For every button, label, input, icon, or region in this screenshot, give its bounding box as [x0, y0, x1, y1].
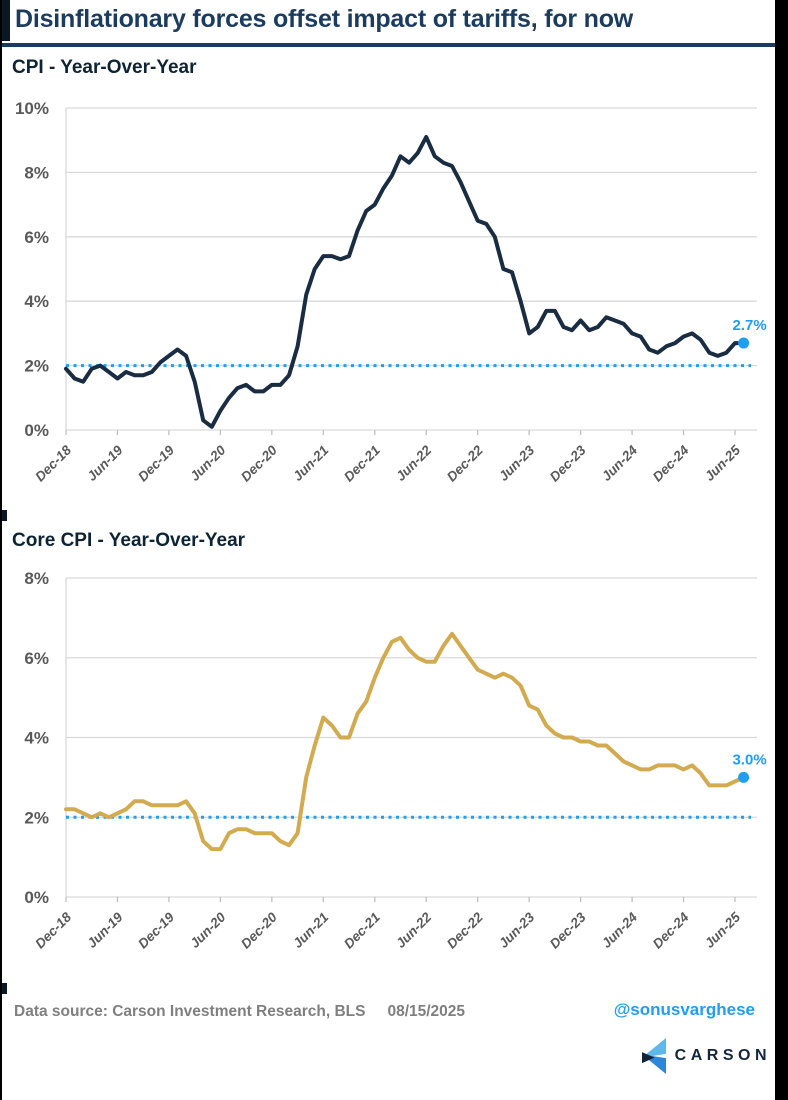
svg-text:Jun-19: Jun-19	[84, 909, 126, 951]
svg-text:Dec-19: Dec-19	[135, 442, 177, 484]
svg-text:2%: 2%	[24, 357, 49, 376]
svg-text:Dec-20: Dec-20	[238, 442, 280, 484]
svg-text:Jun-22: Jun-22	[393, 909, 435, 951]
svg-text:Jun-20: Jun-20	[187, 442, 229, 484]
as-of-date: 08/15/2025	[387, 1003, 466, 1020]
svg-text:Dec-19: Dec-19	[135, 909, 177, 951]
svg-text:Dec-24: Dec-24	[650, 442, 692, 484]
carson-logo-icon	[641, 1038, 666, 1074]
svg-text:Dec-24: Dec-24	[650, 909, 692, 951]
svg-text:Jun-21: Jun-21	[290, 910, 331, 951]
svg-text:Dec-23: Dec-23	[547, 442, 589, 484]
svg-text:Jun-22: Jun-22	[393, 442, 435, 484]
core-cpi-yoy-line-chart: 0% 2% 4% 6% 8% Dec-18 Jun-19 Dec-19 Jun-20 Dec-20…	[24, 569, 766, 952]
svg-text:6%: 6%	[24, 649, 49, 668]
svg-text:2.7%: 2.7%	[732, 317, 766, 334]
title-accent-bar	[0, 0, 10, 41]
chart-title-core-cpi: Core CPI - Year-Over-Year	[12, 530, 246, 551]
svg-text:8%: 8%	[24, 569, 49, 588]
svg-text:Jun-23: Jun-23	[496, 909, 538, 951]
svg-text:Jun-25: Jun-25	[702, 442, 744, 484]
svg-text:2%: 2%	[24, 808, 49, 827]
svg-text:6%: 6%	[24, 228, 49, 247]
svg-text:Jun-24: Jun-24	[599, 909, 641, 951]
svg-text:Dec-21: Dec-21	[341, 443, 383, 485]
svg-text:Dec-23: Dec-23	[547, 909, 589, 951]
svg-text:Dec-22: Dec-22	[444, 442, 486, 484]
right-border	[775, 0, 788, 1100]
border-segment	[0, 983, 7, 994]
svg-text:Jun-23: Jun-23	[496, 442, 538, 484]
svg-text:Dec-20: Dec-20	[238, 909, 280, 951]
svg-text:4%: 4%	[24, 292, 49, 311]
svg-text:0%: 0%	[24, 421, 49, 440]
left-border	[0, 0, 2, 1100]
data-source-line: Data source: Carson Investment Research,…	[14, 1003, 465, 1021]
data-source-text: Data source: Carson Investment Research,…	[14, 1003, 366, 1020]
svg-text:4%: 4%	[24, 729, 49, 748]
svg-text:Jun-21: Jun-21	[290, 443, 331, 484]
carson-logo-text: CARSON	[674, 1047, 771, 1064]
svg-text:Jun-20: Jun-20	[187, 909, 229, 951]
carson-logo: CARSON	[641, 1038, 771, 1074]
cpi-yoy-line-chart: 0%2%4%6%8%10%Dec-18 Jun-19 Dec-19 Jun-20 Dec…	[15, 99, 767, 485]
svg-text:3.0%: 3.0%	[732, 751, 766, 768]
twitter-handle: @sonusvarghese	[613, 1000, 755, 1019]
svg-text:Dec-18: Dec-18	[32, 909, 74, 951]
title-underline	[0, 43, 775, 47]
svg-text:Jun-25: Jun-25	[702, 909, 744, 951]
page-title: Disinflationary forces offset impact of …	[15, 5, 634, 33]
chart-title-cpi: CPI - Year-Over-Year	[12, 57, 197, 78]
svg-text:Jun-19: Jun-19	[84, 442, 126, 484]
svg-text:Dec-21: Dec-21	[341, 910, 383, 952]
svg-text:Dec-18: Dec-18	[32, 442, 74, 484]
svg-text:Dec-22: Dec-22	[444, 909, 486, 951]
svg-text:8%: 8%	[24, 163, 49, 182]
svg-text:10%: 10%	[15, 99, 49, 118]
svg-text:0%: 0%	[24, 888, 49, 907]
border-segment	[0, 510, 7, 521]
svg-text:Jun-24: Jun-24	[599, 442, 641, 484]
